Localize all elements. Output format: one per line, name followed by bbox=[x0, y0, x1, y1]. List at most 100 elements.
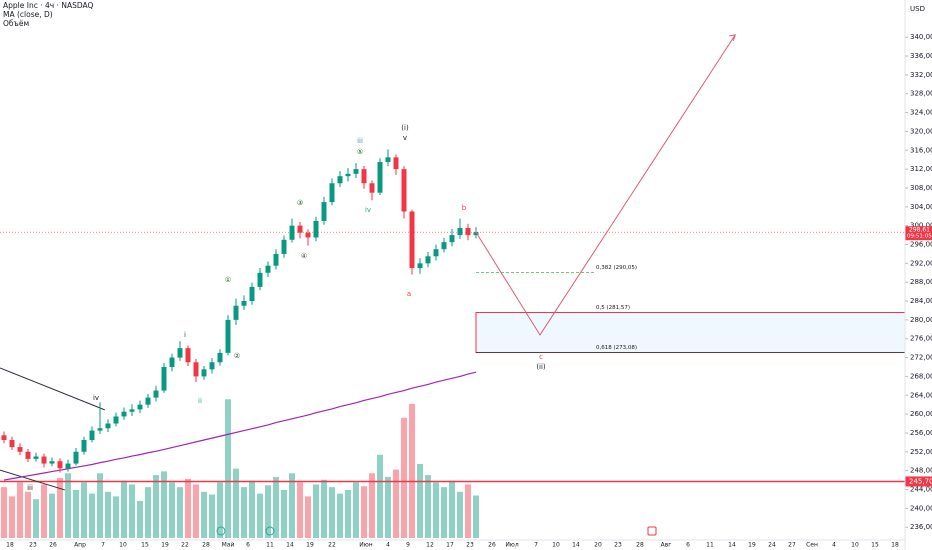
y-tick-label: 244,00 bbox=[910, 485, 932, 493]
x-tick-label: 22 bbox=[181, 542, 189, 549]
candle-body bbox=[465, 228, 471, 236]
volume-bar bbox=[273, 476, 279, 538]
volume-bar bbox=[177, 487, 183, 538]
x-tick-label: 7 bbox=[534, 542, 538, 549]
candle-body bbox=[345, 173, 351, 177]
volume-bar bbox=[81, 482, 87, 538]
indicator-label: MA (close, D) bbox=[3, 10, 53, 19]
x-tick-label: 19 bbox=[306, 542, 314, 549]
volume-bar bbox=[353, 482, 359, 538]
wave-label: iv bbox=[93, 394, 99, 402]
volume-bar bbox=[225, 399, 231, 538]
y-tick-label: 264,00 bbox=[910, 391, 932, 399]
candle-body bbox=[361, 169, 367, 184]
price-timer: 09:51:05 bbox=[907, 234, 932, 240]
volume-bar bbox=[145, 487, 151, 538]
y-tick-label: 240,00 bbox=[910, 504, 932, 512]
candle-body bbox=[233, 305, 239, 320]
volume-bar bbox=[281, 489, 287, 538]
x-tick-label: Июл bbox=[505, 542, 519, 549]
x-tick-label: 19 bbox=[748, 542, 756, 549]
candle-body bbox=[217, 352, 223, 363]
x-tick-label: 15 bbox=[141, 542, 149, 549]
candle-body bbox=[313, 220, 319, 238]
x-tick-label: 4 bbox=[386, 542, 390, 549]
earnings-icon[interactable] bbox=[647, 526, 657, 536]
candle-body bbox=[153, 390, 159, 398]
x-tick-label: 19 bbox=[161, 542, 169, 549]
candle-body bbox=[177, 348, 183, 358]
volume-bar bbox=[313, 484, 319, 538]
y-tick-label: 252,00 bbox=[910, 448, 932, 456]
wave-label: iv bbox=[365, 206, 371, 214]
trendline bbox=[0, 367, 105, 411]
volume-bar bbox=[105, 491, 111, 538]
volume-bar bbox=[89, 493, 95, 538]
volume-bar bbox=[57, 477, 63, 538]
volume-bar bbox=[361, 486, 367, 538]
y-tick-label: 320,00 bbox=[910, 127, 932, 135]
y-tick-label: 272,00 bbox=[910, 354, 932, 362]
volume-bar bbox=[297, 482, 303, 538]
trendline bbox=[0, 469, 65, 491]
volume-bar bbox=[473, 495, 479, 538]
candle-body bbox=[369, 183, 375, 193]
volume-bar bbox=[329, 487, 335, 538]
fib-label: 0,5 (281,57) bbox=[596, 305, 630, 311]
y-tick-label: 288,00 bbox=[910, 278, 932, 286]
candle-body bbox=[25, 451, 31, 459]
x-tick-label: 10 bbox=[552, 542, 560, 549]
dividend-icon[interactable] bbox=[216, 526, 226, 536]
volume-bar bbox=[465, 484, 471, 538]
volume-bar bbox=[49, 493, 55, 538]
arrow-head bbox=[729, 34, 736, 42]
wave-label: ⑤ bbox=[357, 148, 363, 156]
ma-line bbox=[3, 371, 477, 481]
y-tick-label: 296,00 bbox=[910, 241, 932, 249]
wave-label: v bbox=[403, 134, 407, 142]
candle-body bbox=[289, 225, 295, 240]
volume-bar bbox=[425, 475, 431, 538]
y-tick-label: 324,00 bbox=[910, 109, 932, 117]
volume-bar bbox=[441, 487, 447, 538]
wave-label: b bbox=[462, 204, 467, 212]
candle-body bbox=[121, 411, 127, 417]
volume-bar bbox=[417, 464, 423, 538]
volume-bar bbox=[137, 501, 143, 538]
y-tick-label: 236,00 bbox=[910, 523, 932, 531]
candle-body bbox=[393, 157, 399, 170]
candle-body bbox=[1, 435, 7, 441]
x-tick-label: Сен bbox=[806, 542, 818, 549]
volume-bar bbox=[185, 478, 191, 538]
x-tick-label: 28 bbox=[202, 542, 210, 549]
chart-title: Apple Inc · 4ч · NASDAQ bbox=[3, 1, 93, 10]
candle-body bbox=[65, 463, 71, 469]
dividend-icon[interactable] bbox=[265, 526, 275, 536]
x-tick-label: 23 bbox=[29, 542, 37, 549]
volume-bar bbox=[25, 491, 31, 538]
wave-label: (i) bbox=[401, 124, 409, 132]
x-tick-label: 4 bbox=[832, 542, 836, 549]
candle-body bbox=[401, 169, 407, 212]
fib-zone bbox=[475, 311, 906, 353]
y-tick-label: 316,00 bbox=[910, 146, 932, 154]
x-tick-label: 23 bbox=[466, 542, 474, 549]
y-tick-label: 260,00 bbox=[910, 410, 932, 418]
x-tick-label: 7 bbox=[101, 542, 105, 549]
candle-body bbox=[409, 211, 415, 269]
x-tick-label: 15 bbox=[871, 542, 879, 549]
candle-body bbox=[321, 202, 327, 221]
y-tick-label: 284,00 bbox=[910, 297, 932, 305]
x-tick-label: 26 bbox=[49, 542, 57, 549]
volume-bar bbox=[249, 480, 255, 538]
volume-bar bbox=[9, 496, 15, 538]
candle-body bbox=[49, 461, 55, 464]
wave-label: ④ bbox=[301, 252, 307, 260]
candle-body bbox=[425, 256, 431, 264]
x-tick-label: 26 bbox=[488, 542, 496, 549]
candle-body bbox=[193, 362, 199, 377]
y-tick-label: 256,00 bbox=[910, 429, 932, 437]
candle-body bbox=[249, 286, 255, 302]
x-tick-label: 14 bbox=[728, 542, 736, 549]
